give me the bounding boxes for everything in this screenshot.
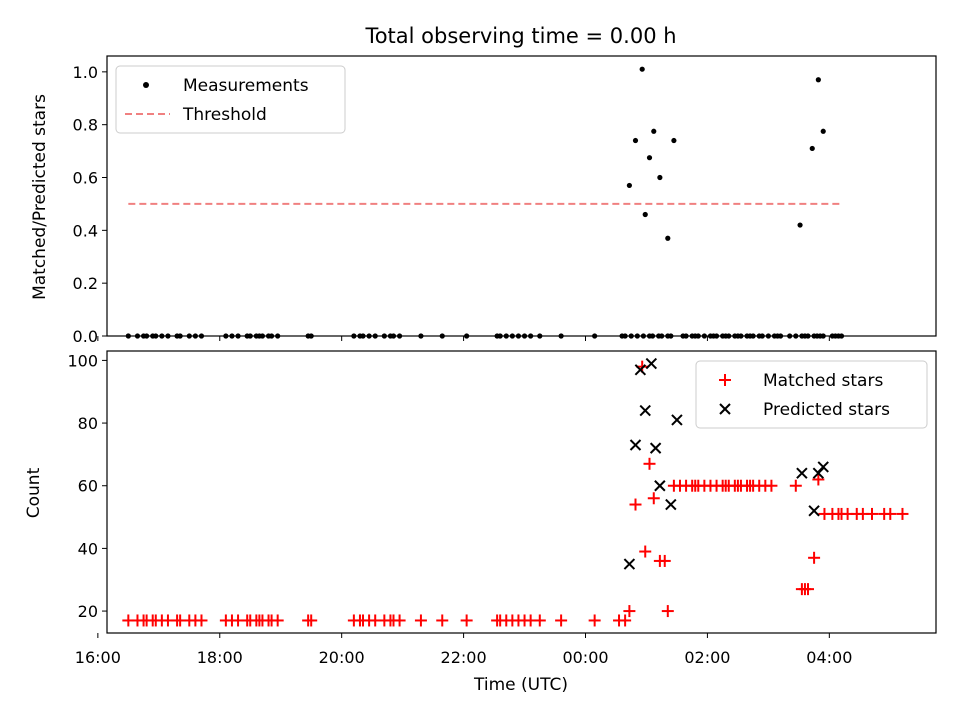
bottom-y-axis-label: Count: [24, 467, 44, 518]
matched-star-point: [801, 583, 814, 596]
bottom-y-tick-label: 100: [67, 351, 98, 370]
measurement-point: [632, 137, 639, 144]
legend-predicted-marker: [719, 403, 731, 415]
matched-star-point: [460, 614, 473, 627]
matched-star-point: [271, 614, 284, 627]
matched-star-point: [884, 507, 897, 520]
measurement-point: [815, 77, 821, 83]
matched-star-point: [623, 605, 636, 618]
predicted-star-point: [629, 439, 642, 451]
top-y-tick-label: 1.0: [73, 63, 98, 82]
predicted-star-point: [649, 442, 662, 454]
bottom-legend: Matched stars Predicted stars: [695, 360, 928, 429]
x-tick-label: 04:00: [806, 648, 852, 667]
top-y-tick-label: 0.8: [73, 116, 98, 135]
matched-star-point: [661, 605, 674, 618]
matched-star-point: [658, 554, 671, 567]
predicted-star-point: [623, 558, 636, 570]
measurement-point: [651, 128, 657, 134]
predicted-star-point: [665, 498, 677, 511]
bottom-y-tick-label: 80: [78, 414, 98, 433]
measurement-point: [642, 211, 648, 218]
top-y-tick-label: 0.6: [73, 169, 98, 188]
bottom-y-tick-label: 60: [78, 477, 98, 496]
legend-predicted-label: Predicted stars: [763, 400, 890, 420]
matched-star-point: [619, 614, 632, 627]
measurement-point: [820, 128, 826, 134]
matched-star-point: [639, 545, 652, 558]
matched-star-point: [789, 479, 802, 492]
matched-star-point: [305, 614, 318, 627]
top-y-tick-label: 0.2: [73, 274, 98, 293]
top-y-axis-label: Matched/Predicted stars: [30, 94, 50, 300]
measurement-point: [639, 66, 645, 72]
bottom-y-tick-label: 20: [78, 602, 98, 621]
legend-measurements-label: Measurements: [183, 76, 309, 96]
predicted-star-point: [645, 357, 658, 370]
bottom-panel: 20 40 60 80 100 16:00 18:00 20:00 22:00 00:00 02:0…: [24, 350, 937, 695]
x-axis-label: Time (UTC): [473, 675, 568, 695]
predicted-star-point: [671, 414, 683, 426]
measurement-point: [671, 137, 677, 144]
top-axes: 0.0 0.2 0.4 0.6 0.8 1.0: [73, 63, 830, 346]
top-plot-frame: [106, 55, 937, 337]
measurement-point: [626, 182, 632, 189]
matched-star-point: [533, 614, 546, 627]
legend-matched-label: Matched stars: [763, 371, 883, 391]
bottom-y-tick-label: 40: [78, 539, 98, 558]
matched-star-point: [643, 457, 656, 470]
matched-star-point: [629, 498, 642, 511]
matched-star-point: [647, 492, 660, 505]
matched-star-point: [812, 473, 825, 486]
bottom-plot-marks: [122, 357, 909, 627]
predicted-star-point: [808, 505, 820, 517]
matched-star-point: [765, 479, 778, 492]
x-tick-label: 02:00: [684, 648, 730, 667]
legend-matched-marker: [719, 374, 731, 386]
legend-measurements-marker: [143, 82, 149, 88]
matched-star-point: [195, 614, 208, 627]
matched-star-point: [436, 614, 449, 627]
bottom-legend-box: [695, 360, 928, 429]
chart-title: Total observing time = 0.00 h: [364, 24, 676, 48]
bottom-axes: 20 40 60 80 100 16:00 18:00 20:00 22:00 00:00 02:0…: [67, 351, 852, 667]
x-tick-label: 18:00: [197, 648, 243, 667]
top-y-tick-label: 0.4: [73, 221, 98, 240]
matched-star-point: [414, 614, 427, 627]
measurement-point: [809, 145, 815, 152]
matched-star-point: [808, 551, 821, 564]
x-tick-label: 22:00: [441, 648, 487, 667]
measurement-point: [646, 155, 653, 161]
top-plot-marks: [125, 66, 845, 339]
matched-star-point: [865, 507, 878, 520]
matched-star-point: [588, 614, 601, 627]
x-tick-label: 00:00: [562, 648, 608, 667]
bottom-plot-frame: [106, 350, 937, 634]
top-y-tick-label: 0.0: [73, 327, 98, 346]
predicted-star-point: [817, 461, 829, 473]
predicted-star-point: [639, 404, 651, 417]
x-tick-label: 20:00: [319, 648, 365, 667]
measurement-point: [797, 222, 803, 228]
matched-star-point: [555, 614, 568, 627]
top-panel: 0.0 0.2 0.4 0.6 0.8 1.0 Matched/Predicted sta…: [30, 55, 937, 346]
x-tick-label: 16:00: [75, 648, 121, 667]
predicted-star-point: [634, 364, 647, 376]
legend-threshold-label: Threshold: [182, 105, 267, 125]
predicted-star-point: [796, 467, 808, 479]
predicted-star-point: [654, 480, 666, 492]
measurement-point: [657, 174, 663, 181]
top-legend-box: [115, 65, 346, 134]
matched-star-point: [393, 614, 406, 627]
measurement-point: [665, 235, 671, 241]
matched-star-point: [896, 507, 909, 520]
top-legend: Measurements Threshold: [115, 65, 346, 134]
